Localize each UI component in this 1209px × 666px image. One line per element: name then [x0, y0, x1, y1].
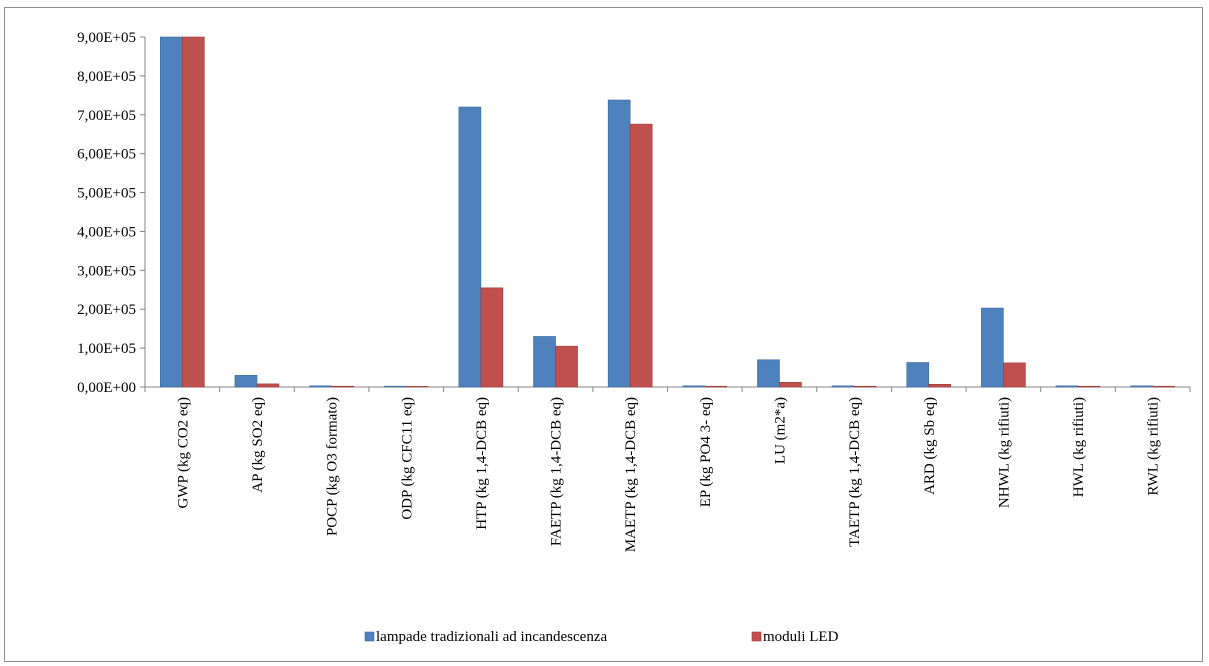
y-axis-tick-labels: 0,00E+00 1,00E+05 2,00E+05 3,00E+05 4,00E+05… [77, 30, 136, 396]
legend-swatch [751, 631, 762, 642]
y-tick-label: 1,00E+05 [77, 341, 136, 357]
bar-led-11 [1003, 362, 1026, 388]
bar-incandescent-5 [533, 336, 556, 388]
bar-led-7 [704, 385, 728, 388]
x-category-label: EP (kg PO4 3- eq) [698, 397, 714, 507]
y-tick-label: 9,00E+05 [77, 30, 136, 46]
bar-incandescent-10 [906, 362, 930, 388]
y-tick-label: 5,00E+05 [77, 186, 136, 202]
bar-incandescent-1 [234, 375, 258, 388]
bar-led-4 [480, 287, 504, 388]
bar-led-10 [928, 383, 952, 388]
x-axis-category-labels: GWP (kg CO2 eq) AP (kg SO2 eq) POCP (kg O3… [175, 397, 1161, 552]
x-category-label: HTP (kg 1,4-DCB eq) [474, 397, 490, 530]
x-category-label: AP (kg SO2 eq) [250, 397, 266, 493]
bar-incandescent-7 [682, 385, 706, 388]
x-category-label: HWL (kg rifiuti) [1071, 397, 1087, 497]
bar-incandescent-11 [981, 307, 1004, 388]
bar-led-6 [629, 123, 653, 388]
bar-led-2 [331, 385, 354, 388]
legend-item-incandescent: lampade tradizionali ad incandescenza [364, 629, 607, 645]
bar-incandescent-8 [757, 359, 780, 388]
y-tick-label: 2,00E+05 [77, 302, 136, 318]
bar-led-9 [853, 385, 877, 388]
x-category-label: FAETP (kg 1,4-DCB eq) [549, 397, 565, 546]
bar-incandescent-0 [160, 36, 183, 388]
x-category-label: POCP (kg O3 formato) [325, 397, 341, 536]
bar-led-3 [405, 386, 429, 388]
bar-incandescent-2 [309, 385, 332, 388]
bar-incandescent-12 [1055, 385, 1079, 388]
bar-incandescent-3 [383, 385, 407, 388]
legend-label: moduli LED [763, 629, 839, 645]
bar-incandescent-6 [607, 99, 631, 388]
y-tick-label: 0,00E+00 [77, 380, 136, 396]
x-category-label: NHWL (kg rifiuti) [996, 397, 1012, 508]
y-tick-label: 7,00E+05 [77, 108, 136, 124]
x-category-label: TAETP (kg 1,4-DCB eq) [847, 397, 863, 547]
legend: lampade tradizionali ad incandescenza mod… [364, 629, 839, 645]
legend-label: lampade tradizionali ad incandescenza [376, 629, 607, 645]
x-category-label: LU (m2*a) [772, 397, 788, 464]
bar-incandescent-9 [831, 385, 855, 388]
legend-swatch [364, 631, 375, 642]
x-category-label: RWL (kg rifiuti) [1146, 397, 1162, 496]
bar-incandescent-4 [458, 106, 482, 388]
chart-axes [140, 36, 1191, 392]
bar-led-1 [256, 383, 280, 388]
bar-led-13 [1152, 385, 1175, 388]
x-category-label: ARD (kg Sb eq) [922, 397, 938, 495]
bar-incandescent-13 [1130, 385, 1153, 388]
x-category-label: MAETP (kg 1,4-DCB eq) [623, 397, 639, 552]
bars [160, 36, 1175, 388]
bar-led-0 [182, 36, 205, 388]
x-category-label: ODP (kg CFC11 eq) [399, 397, 415, 520]
y-tick-label: 3,00E+05 [77, 263, 136, 279]
bar-led-12 [1077, 385, 1101, 388]
y-tick-label: 6,00E+05 [77, 147, 136, 163]
bar-led-5 [555, 345, 578, 388]
bar-led-8 [779, 382, 802, 388]
y-tick-label: 8,00E+05 [77, 69, 136, 85]
x-category-label: GWP (kg CO2 eq) [175, 397, 191, 509]
y-tick-label: 4,00E+05 [77, 224, 136, 240]
legend-item-led: moduli LED [751, 629, 839, 645]
